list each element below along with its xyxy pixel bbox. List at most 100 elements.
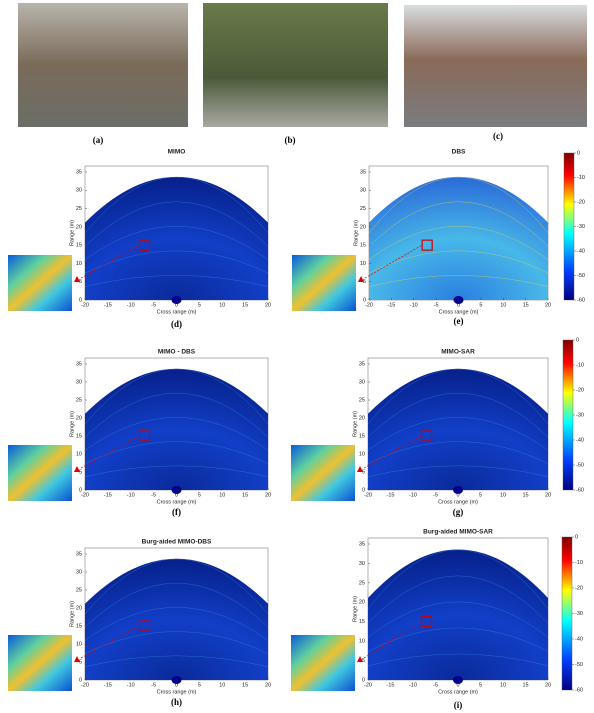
y-tick-label: 0: [79, 677, 82, 683]
x-axis-label: Cross range (m): [157, 689, 197, 695]
colorbar-tick-label: -20: [577, 199, 585, 205]
y-tick-label: 5: [79, 279, 82, 285]
x-tick-label: -20: [364, 682, 372, 688]
colorbar-tick-label: 0: [577, 150, 580, 156]
panel-title: MIMO - DBS: [158, 349, 196, 356]
y-tick-label: 10: [359, 451, 365, 457]
x-tick-label: 0: [457, 302, 460, 308]
y-tick-label: 20: [359, 600, 365, 606]
x-tick-label: 5: [198, 302, 201, 308]
y-tick-label: 0: [363, 297, 366, 303]
y-tick-label: 30: [76, 188, 82, 194]
x-tick-label: 5: [198, 492, 201, 498]
colorbar-tick-label: -60: [575, 687, 583, 693]
y-tick-label: 20: [359, 415, 365, 421]
y-tick-label: 5: [362, 469, 365, 475]
x-tick-label: 10: [500, 302, 506, 308]
y-tick-label: 30: [359, 379, 365, 385]
colorbar-tick-label: -10: [576, 362, 584, 368]
x-tick-label: 0: [175, 492, 178, 498]
panel-title: DBS: [452, 149, 466, 156]
zoom-inset: [8, 635, 72, 691]
x-tick-label: -20: [365, 302, 373, 308]
x-tick-label: 20: [545, 302, 551, 308]
colorbar-tick-label: -40: [577, 248, 585, 254]
x-tick-label: 15: [242, 492, 248, 498]
y-tick-label: 0: [79, 487, 82, 493]
y-tick-label: 35: [360, 169, 366, 175]
y-tick-label: 10: [76, 451, 82, 457]
colorbar-tick-label: 0: [576, 337, 579, 343]
y-tick-label: 35: [359, 361, 365, 367]
y-axis-label: Range (m): [69, 601, 75, 627]
x-tick-label: 0: [175, 302, 178, 308]
x-tick-label: -10: [409, 682, 417, 688]
x-axis-label: Cross range (m): [439, 309, 479, 315]
x-tick-label: 5: [479, 302, 482, 308]
colorbar-tick-label: -60: [576, 487, 584, 493]
x-tick-label: 15: [523, 302, 529, 308]
x-tick-label: -5: [434, 302, 439, 308]
x-tick-label: -20: [81, 682, 89, 688]
x-tick-label: 15: [242, 302, 248, 308]
photo-caption: (b): [285, 135, 296, 145]
x-tick-label: 10: [500, 682, 506, 688]
x-axis-label: Cross range (m): [157, 499, 197, 505]
zoom-inset: [291, 445, 355, 501]
y-tick-label: 15: [360, 243, 366, 249]
y-axis-label: Range (m): [353, 220, 359, 246]
y-axis-label: Range (m): [69, 220, 75, 246]
photo: [404, 5, 587, 127]
x-tick-label: -20: [81, 492, 89, 498]
colorbar-tick-label: -30: [576, 412, 584, 418]
zoom-inset: [292, 255, 356, 311]
colorbar-tick-label: -50: [575, 662, 583, 668]
zoom-inset: [291, 635, 355, 691]
y-tick-label: 30: [76, 569, 82, 575]
y-axis-label: Range (m): [352, 596, 358, 622]
y-tick-label: 15: [76, 243, 82, 249]
y-tick-label: 20: [76, 224, 82, 230]
x-tick-label: -10: [409, 492, 417, 498]
colorbar-tick-label: -40: [575, 636, 583, 642]
x-tick-label: 20: [265, 302, 271, 308]
x-tick-label: 15: [242, 682, 248, 688]
x-tick-label: 5: [479, 682, 482, 688]
x-tick-label: -20: [81, 302, 89, 308]
y-tick-label: 5: [79, 659, 82, 665]
zoom-inset: [8, 255, 72, 311]
colorbar-tick-label: 0: [575, 534, 578, 540]
panel-caption: (g): [453, 507, 464, 517]
y-tick-label: 25: [359, 580, 365, 586]
y-tick-label: 25: [360, 206, 366, 212]
zoom-inset: [8, 445, 72, 501]
y-tick-label: 25: [359, 397, 365, 403]
x-tick-label: 0: [456, 682, 459, 688]
colorbar-tick-label: -60: [577, 297, 585, 303]
x-axis-label: Cross range (m): [438, 499, 478, 505]
x-tick-label: -5: [151, 682, 156, 688]
x-tick-label: -10: [127, 492, 135, 498]
colorbar-tick-label: -50: [576, 462, 584, 468]
photo-caption: (a): [93, 135, 104, 145]
colorbar: [562, 537, 572, 690]
y-tick-label: 35: [76, 169, 82, 175]
y-tick-label: 30: [76, 379, 82, 385]
panel-title: MIMO-SAR: [441, 349, 475, 356]
y-axis-label: Range (m): [69, 411, 75, 437]
x-tick-label: 10: [500, 492, 506, 498]
y-tick-label: 10: [359, 639, 365, 645]
y-tick-label: 35: [76, 361, 82, 367]
panel-caption: (i): [454, 700, 463, 710]
y-axis-label: Range (m): [352, 411, 358, 437]
y-tick-label: 0: [362, 487, 365, 493]
x-tick-label: 10: [219, 682, 225, 688]
x-tick-label: -15: [104, 492, 112, 498]
y-tick-label: 15: [359, 619, 365, 625]
x-tick-label: -5: [433, 682, 438, 688]
x-tick-label: -20: [364, 492, 372, 498]
x-tick-label: 10: [219, 302, 225, 308]
y-tick-label: 20: [76, 605, 82, 611]
y-tick-label: 10: [76, 641, 82, 647]
panel-caption: (d): [171, 319, 182, 329]
